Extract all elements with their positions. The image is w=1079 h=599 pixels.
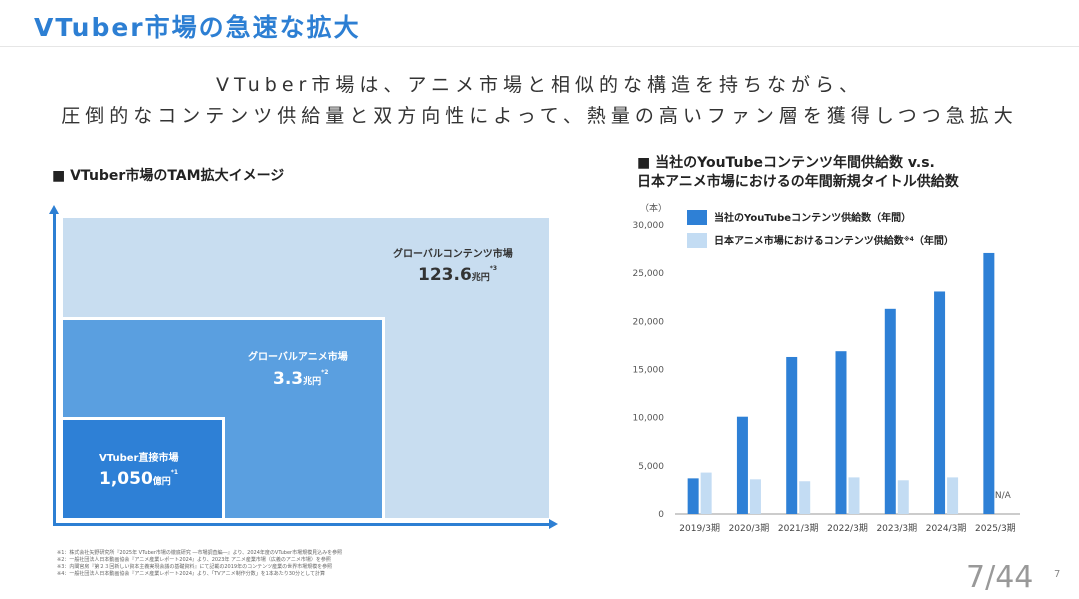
subtitle-line-2: 圧倒的なコンテンツ供給量と双方向性によって、熱量の高いファン層を獲得しつつ急拡大 [61,105,1018,127]
company-supply-bar [687,478,699,514]
company-supply-bar [786,356,798,514]
y-tick-label: 10,000 [633,414,665,424]
y-unit-label: （本） [640,202,667,214]
footnote-2: ※2：一般社団法人日本動画協会『アニメ産業レポート2024』より、2023年 ア… [57,557,331,563]
x-tick-label: 2023/3期 [876,523,917,534]
y-tick-label: 25,000 [633,269,665,279]
supply-bar-chart: （本） 0 5,000 10,000 15,000 20,000 25,000 30,000… [633,202,1020,534]
anime-supply-bar [799,481,811,514]
global-content-market-label: グローバルコンテンツ市場 [393,249,513,260]
y-tick-label: 20,000 [633,317,665,327]
company-supply-bar [736,416,748,514]
y-tick-label: 0 [658,510,664,520]
anime-supply-bar [897,480,909,514]
page-number: 7 [1054,569,1061,580]
chart-heading-line-1: ■ 当社のYouTubeコンテンツ年間供給数 v.s. [637,155,935,171]
global-anime-market-label: グローバルアニメ市場 [248,352,348,363]
footnote-4: ※4：一般社団法人日本動画協会『アニメ産業レポート2024』より、「TVアニメ制… [57,571,325,577]
global-anime-market-value: 3.3兆円*2 [273,369,329,389]
page-title: VTuber市場の急速な拡大 [34,13,361,42]
legend-label: 当社のYouTubeコンテンツ供給数（年間） [714,211,911,224]
vtuber-direct-market-label: VTuber直接市場 [99,453,179,464]
company-supply-bar [884,308,896,514]
footnote-3: ※3：内閣官房『第２３回新しい資本主義実現会議の基礎資料』にて記載の2019年の… [57,564,333,570]
anime-supply-bar [700,472,712,514]
x-tick-label: 2019/3期 [679,523,720,534]
na-label: N/A [995,491,1012,501]
x-tick-label: 2025/3期 [975,523,1016,534]
legend-swatch [687,233,707,248]
chart-legend: 当社のYouTubeコンテンツ供給数（年間） 日本アニメ市場におけるコンテンツ供給… [687,210,954,248]
y-tick-label: 15,000 [633,366,665,376]
chart-heading-line-2: 日本アニメ市場におけるの年間新規タイトル供給数 [637,174,959,190]
x-tick-label: 2020/3期 [729,523,770,534]
legend-swatch [687,210,707,225]
footnote-1: ※1：株式会社矢野研究所『2025年 VTuber市場の徹底研究 ―市場調査編―… [57,550,343,556]
y-tick-label: 30,000 [633,221,665,231]
y-tick-label: 5,000 [638,462,664,472]
subtitle-line-1: VTuber市場は、アニメ市場と相似的な構造を持ちながら、 [216,74,863,96]
company-supply-bar [983,252,995,514]
vtuber-direct-market-value: 1,050億円*1 [99,469,179,489]
x-axis-line [53,523,550,526]
vtuber-direct-market-box: VTuber直接市場 1,050億円*1 [63,417,225,518]
company-supply-bar [835,351,847,514]
anime-supply-bar [947,477,959,514]
company-supply-bar [934,291,946,514]
x-axis-arrow-icon [549,519,558,529]
y-axis-line [53,212,56,526]
page-counter: 7/44 [966,560,1034,595]
global-content-market-value: 123.6兆円*3 [418,265,498,285]
anime-supply-bar [848,477,860,514]
x-tick-label: 2022/3期 [827,523,868,534]
x-tick-label: 2024/3期 [926,523,967,534]
tam-heading: ■ VTuber市場のTAM拡大イメージ [52,168,285,184]
x-tick-label: 2021/3期 [778,523,819,534]
title-divider [0,46,1079,47]
legend-label: 日本アニメ市場におけるコンテンツ供給数※4（年間） [714,234,954,247]
anime-supply-bar [749,479,761,514]
y-axis-arrow-icon [49,205,59,214]
